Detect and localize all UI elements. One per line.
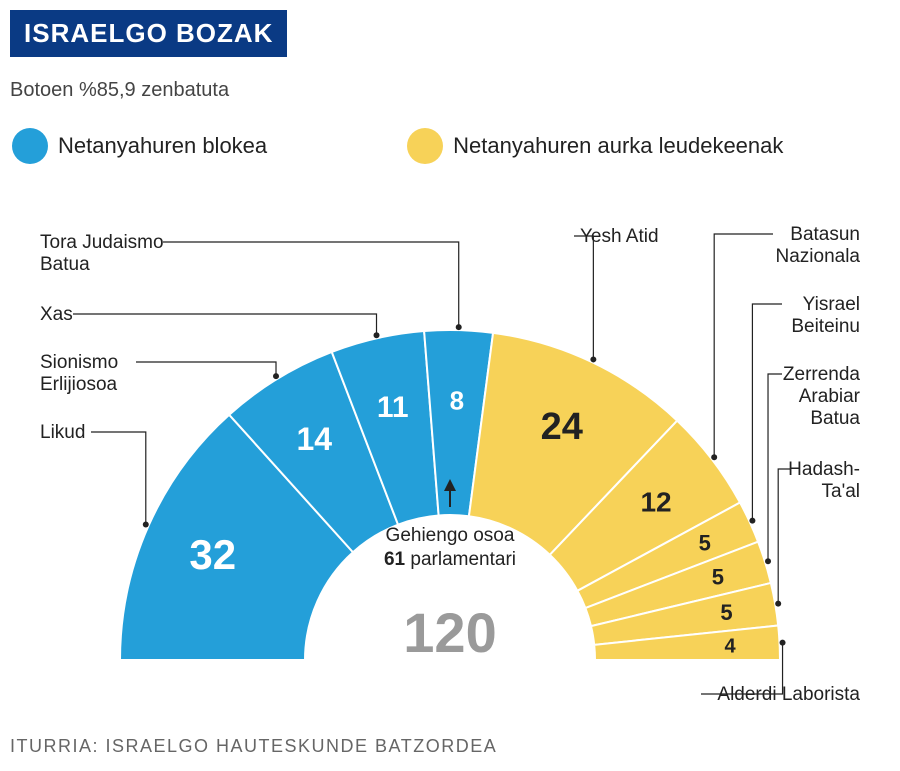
party-label: Yisrael <box>803 294 860 315</box>
legend-label-bloc1: Netanyahuren blokea <box>58 133 267 159</box>
legend-swatch-bloc1 <box>12 128 48 164</box>
party-label: Likud <box>40 422 85 443</box>
legend: Netanyahuren blokea Netanyahuren aurka l… <box>12 128 900 164</box>
party-label: Batasun <box>790 224 860 245</box>
chart-title: ISRAELGO BOZAK <box>10 10 287 57</box>
slice-value: 4 <box>725 635 737 657</box>
slice-value: 14 <box>297 421 333 457</box>
majority-count: 61 parlamentari <box>384 549 516 570</box>
source-text: ITURRIA: ISRAELGO HAUTESKUNDE BATZORDEA <box>10 736 497 757</box>
party-label: Batua <box>810 408 860 429</box>
party-label: Alderdi Laborista <box>717 684 860 705</box>
party-label: Ta'al <box>822 481 860 502</box>
chart-subtitle: Botoen %85,9 zenbatuta <box>10 79 900 102</box>
party-label: Xas <box>40 304 73 325</box>
slice-value: 5 <box>720 600 732 625</box>
party-label: Arabiar <box>799 386 861 407</box>
party-label: Erlijiosoa <box>40 374 118 395</box>
legend-label-bloc2: Netanyahuren aurka leudekeenak <box>453 133 783 159</box>
slice-value: 11 <box>377 391 409 424</box>
party-label: Zerrenda <box>783 364 861 385</box>
slice-value: 5 <box>699 530 711 555</box>
slice-value: 12 <box>640 487 671 518</box>
party-label: Hadash- <box>788 459 860 480</box>
party-label: Batua <box>40 254 90 275</box>
majority-label: Gehiengo osoa <box>386 525 515 546</box>
slice-value: 32 <box>189 531 236 578</box>
parliament-chart: 321411824125554Tora JudaismoBatuaXasSion… <box>0 220 900 720</box>
slice-value: 5 <box>712 565 724 590</box>
party-label: Tora Judaismo <box>40 232 164 253</box>
party-label: Sionismo <box>40 352 118 373</box>
slice-value: 24 <box>541 406 583 448</box>
party-label: Nazionala <box>776 246 861 267</box>
party-label: Beiteinu <box>791 316 860 337</box>
slice-value: 8 <box>450 385 464 415</box>
legend-item-bloc2: Netanyahuren aurka leudekeenak <box>407 128 783 164</box>
legend-item-bloc1: Netanyahuren blokea <box>12 128 267 164</box>
total-seats: 120 <box>403 601 496 664</box>
party-label: Yesh Atid <box>580 226 659 247</box>
legend-swatch-bloc2 <box>407 128 443 164</box>
